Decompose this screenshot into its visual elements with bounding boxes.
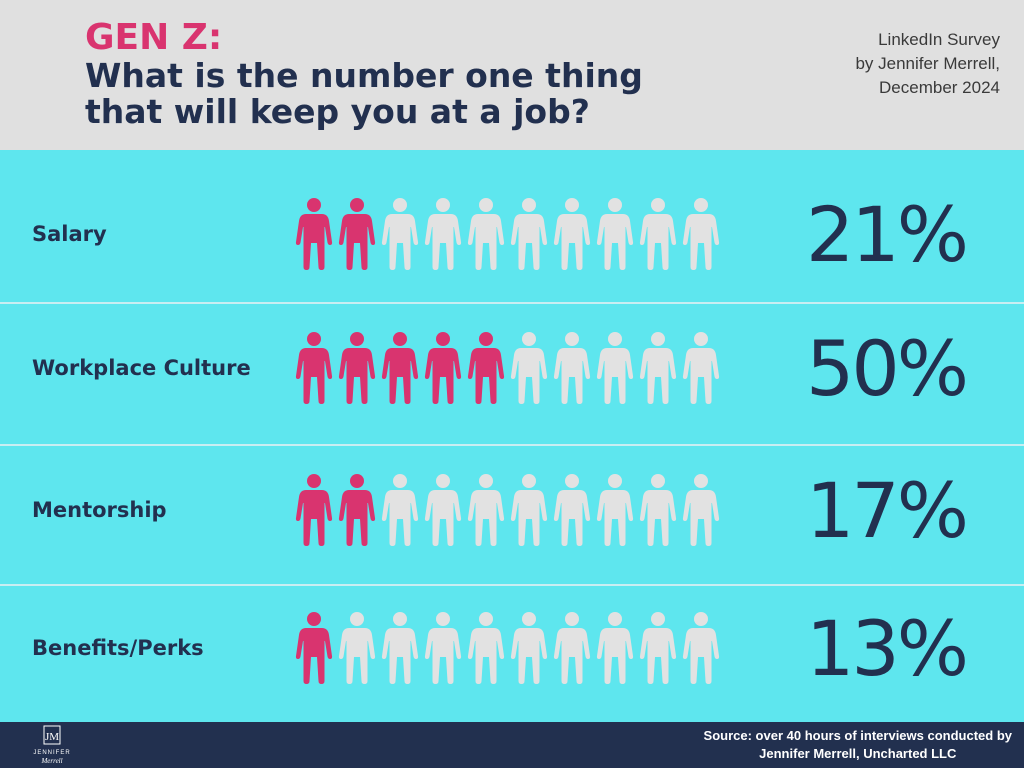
- logo-script: Merrell: [40, 757, 62, 765]
- person-icon-highlighted: [295, 612, 333, 684]
- person-icon: [553, 198, 591, 270]
- person-icon: [510, 332, 548, 404]
- person-icon-highlighted: [381, 332, 419, 404]
- person-icon: [424, 198, 462, 270]
- chart-title: What is the number one thing that will k…: [85, 58, 643, 130]
- person-icon-highlighted: [295, 332, 333, 404]
- person-icon: [510, 198, 548, 270]
- person-icon: [510, 612, 548, 684]
- row-workplace-culture: Workplace Culture 50%: [0, 298, 1024, 438]
- row-divider: [0, 302, 1024, 304]
- person-icon: [424, 474, 462, 546]
- category-label: Mentorship: [32, 498, 167, 522]
- person-icons: [295, 578, 725, 718]
- person-icon: [467, 612, 505, 684]
- category-label: Salary: [32, 222, 107, 246]
- person-icon-highlighted: [424, 332, 462, 404]
- person-icon: [381, 198, 419, 270]
- person-icon: [596, 198, 634, 270]
- row-divider: [0, 584, 1024, 586]
- value-label: 21%: [806, 189, 969, 279]
- person-icon-highlighted: [338, 474, 376, 546]
- category-label: Benefits/Perks: [32, 636, 204, 660]
- person-icons: [295, 440, 725, 580]
- person-icon-highlighted: [338, 198, 376, 270]
- value-label: 50%: [806, 323, 969, 413]
- person-icon: [682, 612, 720, 684]
- source-note: Source: over 40 hours of interviews cond…: [704, 722, 1012, 768]
- person-icons: [295, 164, 725, 304]
- person-icon: [381, 474, 419, 546]
- person-icon: [467, 198, 505, 270]
- person-icons: [295, 298, 725, 438]
- person-icon-highlighted: [295, 198, 333, 270]
- logo-name: JENNIFER: [33, 750, 70, 756]
- person-icon: [424, 612, 462, 684]
- category-label: Workplace Culture: [32, 356, 251, 380]
- person-icon: [682, 474, 720, 546]
- person-icon: [596, 332, 634, 404]
- footer-band: JM JENNIFER Merrell Source: over 40 hour…: [0, 722, 1024, 768]
- person-icon: [596, 474, 634, 546]
- kicker-title: GEN Z:: [85, 17, 223, 58]
- person-icon: [682, 198, 720, 270]
- person-icon: [682, 332, 720, 404]
- survey-line-2: by Jennifer Merrell,: [855, 54, 1000, 73]
- person-icon: [553, 612, 591, 684]
- person-icon: [467, 474, 505, 546]
- person-icon: [553, 474, 591, 546]
- row-divider: [0, 444, 1024, 446]
- row-salary: Salary 21%: [0, 164, 1024, 304]
- person-icon: [639, 474, 677, 546]
- chart-rows: Salary 21% Workplace Culture 50% Mentors…: [0, 150, 1024, 722]
- title-line-2: that will keep you at a job?: [85, 92, 590, 131]
- person-icon: [639, 198, 677, 270]
- person-icon-highlighted: [467, 332, 505, 404]
- person-icon-highlighted: [338, 332, 376, 404]
- logo-monogram: JM: [45, 731, 59, 743]
- row-mentorship: Mentorship 17%: [0, 440, 1024, 580]
- person-icon: [381, 612, 419, 684]
- row-benefits-perks: Benefits/Perks 13%: [0, 578, 1024, 718]
- value-label: 17%: [806, 465, 969, 555]
- person-icon: [338, 612, 376, 684]
- person-icon: [596, 612, 634, 684]
- person-icon: [553, 332, 591, 404]
- brand-logo: JM JENNIFER Merrell: [33, 725, 70, 765]
- person-icon: [510, 474, 548, 546]
- person-icon: [639, 612, 677, 684]
- survey-line-3: December 2024: [879, 78, 1000, 97]
- title-line-1: What is the number one thing: [85, 56, 643, 95]
- source-line-1: Source: over 40 hours of interviews cond…: [703, 728, 1012, 743]
- person-icon: [639, 332, 677, 404]
- person-icon-highlighted: [295, 474, 333, 546]
- source-line-2: Jennifer Merrell, Uncharted LLC: [759, 746, 957, 761]
- survey-credit: LinkedIn Survey by Jennifer Merrell, Dec…: [855, 28, 1000, 100]
- header-band: GEN Z: What is the number one thing that…: [0, 0, 1024, 150]
- survey-line-1: LinkedIn Survey: [878, 30, 1000, 49]
- value-label: 13%: [806, 603, 969, 693]
